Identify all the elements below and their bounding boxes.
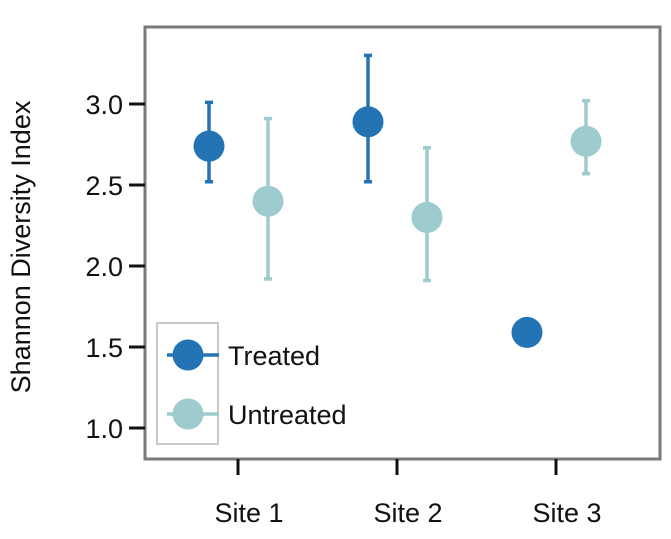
y-axis-title: Shannon Diversity Index	[6, 100, 36, 393]
y-tick-label: 2.0	[85, 252, 123, 282]
legend-marker	[172, 398, 204, 430]
data-point-treated	[352, 106, 384, 138]
legend: Treated Untreated	[156, 322, 347, 445]
x-tick-label: Site 1	[214, 498, 283, 528]
data-point-untreated	[252, 185, 284, 217]
x-tick-label: Site 3	[532, 498, 601, 528]
legend-label: Treated	[228, 341, 320, 371]
data-point-untreated	[570, 125, 602, 157]
plot-area: 1.0 1.5 2.0 2.5 3.0 Site 1 Site 2 Site 3	[85, 25, 662, 528]
y-tick-label: 1.0	[85, 414, 123, 444]
plot-frame	[143, 25, 662, 461]
legend-marker	[172, 339, 204, 371]
data-point-treated	[511, 316, 543, 348]
y-tick-label: 3.0	[85, 90, 123, 120]
data-point-treated	[193, 130, 225, 162]
legend-label: Untreated	[228, 400, 347, 430]
data-point-untreated	[411, 201, 443, 233]
y-tick-label: 2.5	[85, 171, 123, 201]
x-tick-label: Site 2	[373, 498, 442, 528]
y-tick-label: 1.5	[85, 333, 123, 363]
